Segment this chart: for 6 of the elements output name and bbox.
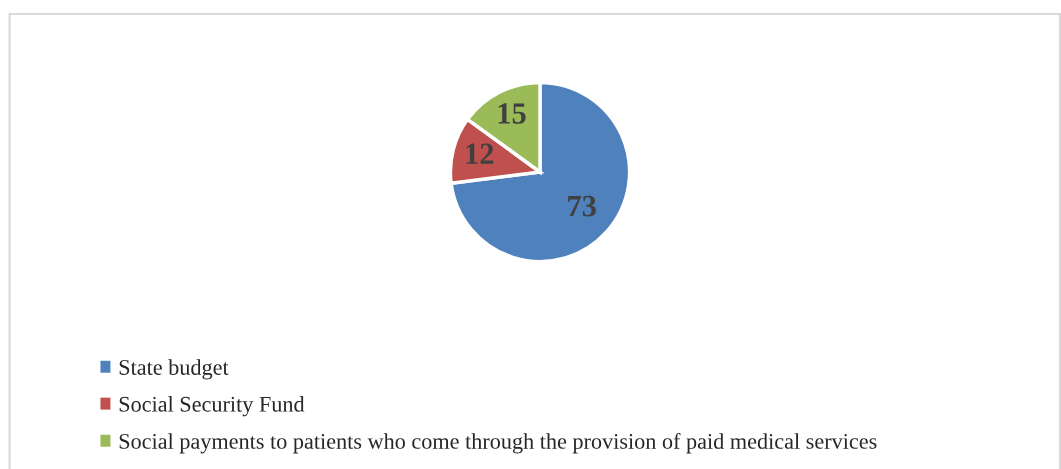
legend-label: State budget: [119, 359, 229, 380]
data-label: 73: [568, 195, 596, 217]
legend-label: Social Security Fund: [119, 396, 305, 417]
legend-label: Social payments to patients who come through the provision of paid medical services: [119, 433, 877, 454]
data-label: 15: [498, 103, 526, 124]
data-label: 12: [466, 143, 494, 164]
